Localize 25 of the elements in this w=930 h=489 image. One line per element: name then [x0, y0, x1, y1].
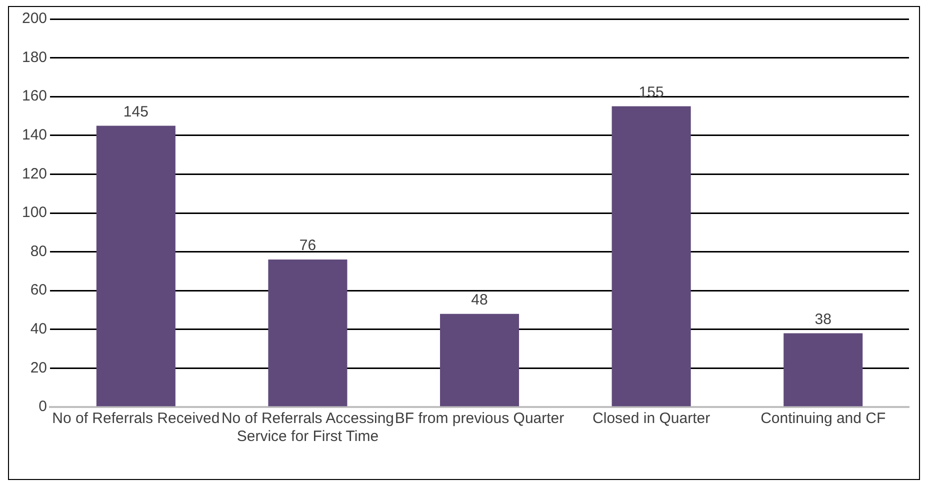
- y-tick-label: 140: [22, 126, 48, 144]
- x-tick-label: Continuing and CF: [760, 410, 886, 428]
- data-label: 38: [814, 310, 832, 328]
- y-tick-label: 100: [22, 204, 48, 222]
- bar: [96, 126, 176, 406]
- bar: [268, 260, 348, 406]
- x-tick-label: Closed in Quarter: [592, 410, 710, 428]
- y-tick-label: 180: [22, 48, 48, 66]
- y-tick-label: 60: [30, 282, 48, 299]
- x-tick-label: No of Referrals Accessing Service for First Time: [221, 410, 394, 446]
- y-tick-label: 200: [22, 10, 48, 28]
- y-tick-label: 0: [38, 398, 48, 416]
- y-tick-label: 20: [30, 359, 48, 376]
- x-tick-label: BF from previous Quarter: [394, 410, 564, 428]
- data-label: 76: [299, 237, 316, 254]
- data-label: 48: [471, 292, 488, 309]
- y-tick-label: 80: [30, 242, 48, 260]
- bar: [440, 314, 520, 406]
- y-tick-label: 120: [22, 165, 48, 182]
- x-tick-label: No of Referrals Received: [52, 410, 220, 428]
- bar: [612, 106, 691, 406]
- y-tick-label: 160: [22, 88, 48, 105]
- y-tick-label: 40: [30, 320, 48, 338]
- bar: [784, 333, 863, 406]
- data-label: 145: [123, 103, 148, 120]
